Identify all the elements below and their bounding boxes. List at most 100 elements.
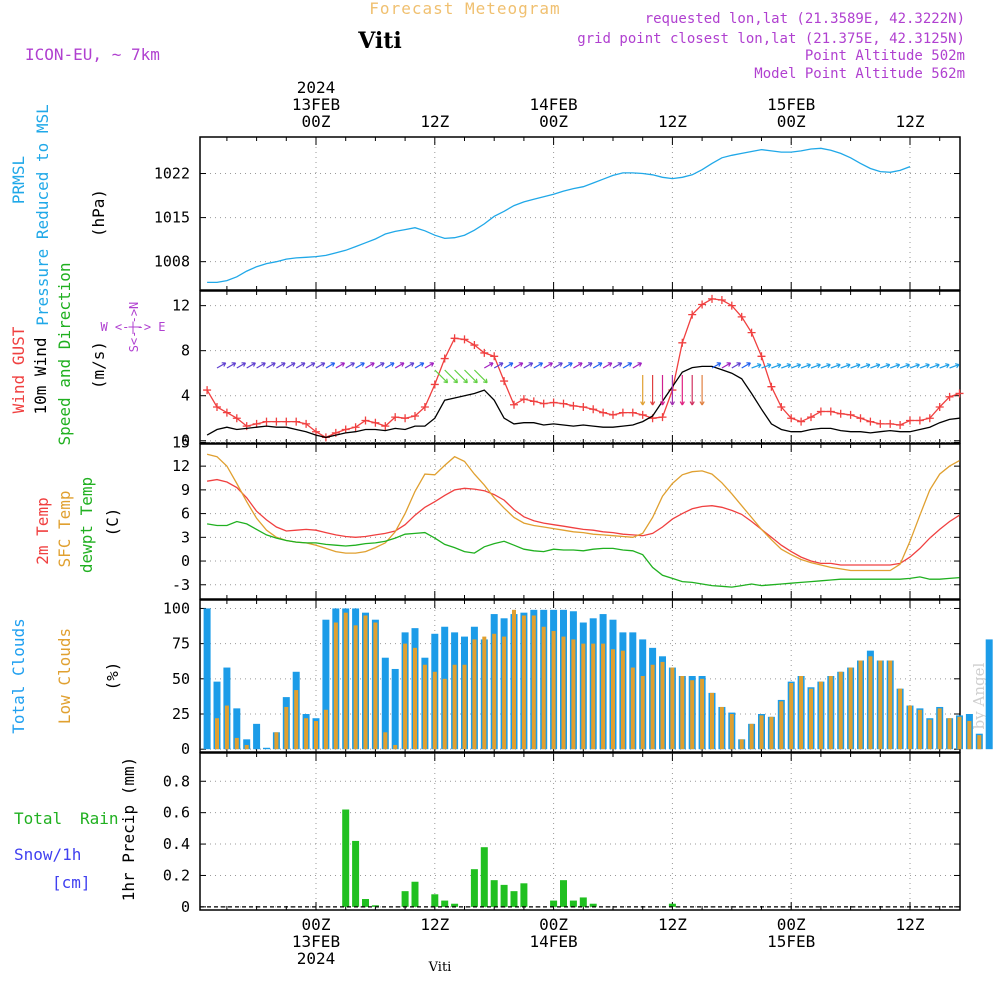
wind-arrow: [850, 364, 861, 369]
bottom-time-label: 14FEB: [530, 932, 578, 951]
gust-marker: [262, 417, 271, 426]
wind-arrowhead: [380, 362, 385, 367]
wind-arrow: [533, 362, 543, 369]
wind-gust-label: Wind GUST: [9, 326, 28, 413]
wind-arrowhead: [846, 363, 851, 369]
wind-arrow: [276, 362, 286, 369]
y-tick-label: 1015: [154, 209, 190, 227]
gust-marker: [351, 423, 360, 432]
low-cloud-bar: [878, 660, 883, 750]
gust-marker: [618, 408, 627, 417]
wind-arrowhead: [587, 362, 593, 367]
gust-marker: [886, 419, 895, 428]
wind-arrow: [602, 362, 613, 369]
low-cloud-bar: [512, 609, 516, 750]
low-cloud-bar: [838, 671, 843, 750]
gust-marker: [698, 300, 707, 309]
y-tick-label: 50: [172, 670, 190, 688]
wind-arrow: [949, 364, 960, 369]
total-rain-label: Total: [14, 809, 62, 828]
wind-series-line: [206, 365, 960, 439]
gust-marker: [510, 400, 518, 409]
gust-marker: [559, 399, 568, 408]
wind-arrow: [553, 362, 563, 369]
low-cloud-bar: [809, 688, 813, 750]
gust-marker: [589, 405, 598, 414]
wind-arrowhead: [578, 362, 583, 367]
low-cloud-bar: [561, 636, 566, 750]
gust-marker: [490, 352, 499, 361]
low-cloud-bar: [828, 676, 833, 750]
dewpoint-label: dewpt Temp: [77, 477, 96, 573]
wind-frame: [199, 290, 961, 444]
low-cloud-bar: [769, 716, 774, 750]
wind-arrow: [929, 364, 940, 369]
gust-marker: [757, 352, 766, 361]
gust-marker: [213, 402, 221, 411]
requested-coords: requested lon,lat (21.3589E, 42.3222N): [645, 11, 965, 27]
total-cloud-bar: [263, 747, 270, 750]
gust-marker: [203, 386, 212, 395]
low-cloud-bar: [898, 688, 903, 750]
low-cloud-bar: [284, 706, 289, 750]
wind-arrow: [285, 362, 296, 369]
y-tick-label: 12: [172, 297, 190, 315]
total-cloud-bar: [381, 657, 389, 750]
top-time-label: 00Z: [539, 112, 568, 131]
rain-bar: [411, 881, 419, 907]
gust-marker: [856, 414, 865, 423]
low-cloud-bar: [779, 701, 784, 750]
gust-marker: [777, 402, 786, 411]
wind-arrowhead: [518, 362, 524, 367]
gust-marker: [272, 417, 281, 426]
rain-bar: [352, 840, 360, 907]
low-cloud-bar: [383, 732, 388, 750]
wind-arrowhead: [538, 362, 544, 367]
wind-arrow: [464, 369, 478, 384]
gust-marker: [896, 420, 905, 429]
gust-marker: [302, 419, 311, 428]
wind-arrowhead: [251, 362, 256, 367]
y-tick-label: -3: [172, 576, 190, 594]
y-tick-label: 3: [181, 528, 190, 546]
wind-arrowhead: [679, 401, 685, 406]
gust-marker: [381, 422, 390, 431]
wind-arrowhead: [716, 362, 722, 367]
low-cloud-bar: [719, 706, 724, 750]
rain-bar: [470, 869, 478, 907]
wind-arrowhead: [816, 363, 821, 369]
low-cloud-bar: [700, 678, 705, 750]
y-tick-label: 9: [181, 481, 190, 499]
gust-marker: [658, 413, 667, 422]
low-cloud-bar: [630, 667, 635, 750]
gust-marker: [282, 417, 291, 426]
low-cloud-bar: [739, 739, 744, 750]
wind-arrow: [711, 362, 721, 369]
chart-title: Forecast Meteogram: [369, 0, 560, 18]
gust-marker: [470, 341, 479, 350]
gust-marker: [727, 301, 736, 310]
low-cloud-bar: [660, 661, 665, 750]
snow-label: Snow/1h: [14, 845, 81, 864]
gust-marker: [925, 414, 934, 423]
pressure-unit-label: (hPa): [89, 189, 108, 237]
gust-marker: [480, 348, 489, 357]
gust-marker: [797, 417, 806, 426]
wind-arrow: [226, 362, 236, 369]
wind-arrow: [741, 362, 751, 369]
gust-marker: [401, 414, 410, 423]
gust-marker: [826, 407, 835, 416]
low-cloud-bar: [789, 683, 794, 750]
wind-arrow: [404, 362, 415, 369]
rain-bar: [371, 905, 379, 907]
low-cloud-bar: [234, 737, 239, 750]
gust-marker: [440, 354, 449, 363]
low-cloud-bar: [294, 690, 299, 750]
wind-arrowhead: [637, 362, 643, 367]
top-time-label: 2024: [297, 78, 336, 97]
low-cloud-bar: [521, 615, 526, 750]
total-cloud-bar: [985, 639, 993, 750]
wind-arrow: [899, 364, 910, 369]
wind-arrow: [880, 364, 890, 369]
gust-marker: [846, 410, 855, 419]
